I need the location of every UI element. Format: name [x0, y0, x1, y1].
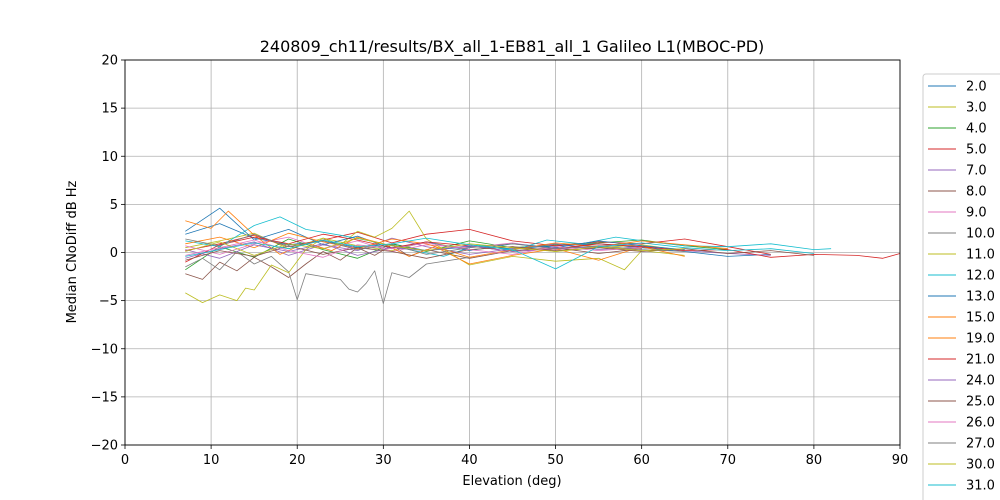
x-tick-label: 50 [547, 453, 564, 468]
y-tick-label: −10 [91, 342, 118, 357]
legend-entry: 7.0 [928, 164, 987, 179]
legend-entry: 2.0 [928, 80, 987, 95]
x-axis-label: Elevation (deg) [462, 474, 561, 489]
legend-label: 15.0 [966, 311, 995, 326]
series-line-31.0 [185, 237, 814, 270]
legend-label: 12.0 [966, 269, 995, 284]
legend-label: 4.0 [966, 122, 987, 137]
legend-entry: 8.0 [928, 185, 987, 200]
legend-entry: 4.0 [928, 122, 987, 137]
legend-entry: 26.0 [928, 416, 995, 431]
x-tick-label: 10 [203, 453, 220, 468]
x-tick-label: 40 [461, 453, 478, 468]
legend-entry: 27.0 [928, 437, 995, 452]
y-tick-label: 0 [110, 246, 118, 261]
x-tick-label: 90 [892, 453, 909, 468]
legend-entry: 13.0 [928, 290, 995, 305]
legend: 2.0 3.0 4.0 5.0 7.0 8.0 9.0 10.0 11.0 12.0 13.0 15.… [922, 73, 1000, 500]
chart-title: 240809_ch11/results/BX_all_1-EB81_all_1 … [260, 37, 765, 57]
grid [124, 59, 901, 446]
y-tick-label: −20 [91, 439, 118, 454]
legend-label: 9.0 [966, 206, 987, 221]
legend-label: 10.0 [966, 227, 995, 242]
series-line-30.0 [185, 237, 685, 256]
legend-label: 5.0 [966, 143, 987, 158]
legend-entry: 11.0 [928, 248, 995, 263]
legend-entry: 10.0 [928, 227, 995, 242]
legend-entry: 31.0 [928, 479, 995, 494]
y-tick-label: 10 [101, 150, 118, 165]
legend-label: 2.0 [966, 80, 987, 95]
x-tick-label: 80 [806, 453, 823, 468]
series-line-10.0 [185, 251, 470, 304]
legend-label: 27.0 [966, 437, 995, 452]
axis-ticks: 0 10 20 30 40 50 60 70 80 90 −20 −15 −10 −5 0 5 10 15 20 [91, 54, 909, 469]
y-tick-label: −5 [99, 294, 118, 309]
legend-label: 7.0 [966, 164, 987, 179]
legend-entry: 15.0 [928, 311, 995, 326]
series-line-5.0 [185, 228, 771, 255]
legend-entry: 9.0 [928, 206, 987, 221]
series-layer [185, 207, 901, 304]
legend-label: 30.0 [966, 458, 995, 473]
y-tick-label: 20 [101, 54, 118, 69]
x-tick-label: 30 [375, 453, 392, 468]
legend-label: 8.0 [966, 185, 987, 200]
y-tick-label: 5 [110, 198, 118, 213]
legend-label: 25.0 [966, 395, 995, 410]
series-line-11.0 [185, 210, 685, 304]
legend-entry: 25.0 [928, 395, 995, 410]
legend-label: 3.0 [966, 101, 987, 116]
series-line-19.0 [185, 232, 728, 258]
legend-entry: 3.0 [928, 101, 987, 116]
x-tick-label: 0 [121, 453, 129, 468]
x-tick-label: 20 [289, 453, 306, 468]
legend-entry: 24.0 [928, 374, 995, 389]
legend-entry: 19.0 [928, 332, 995, 347]
legend-entry: 12.0 [928, 269, 995, 284]
series-line-8.0 [185, 244, 642, 280]
legend-label: 11.0 [966, 248, 995, 263]
legend-label: 21.0 [966, 353, 995, 368]
legend-label: 26.0 [966, 416, 995, 431]
y-tick-label: −15 [91, 390, 118, 405]
y-tick-label: 15 [101, 102, 118, 117]
legend-box [922, 73, 1000, 500]
x-tick-label: 70 [720, 453, 737, 468]
x-tick-label: 60 [633, 453, 650, 468]
legend-label: 13.0 [966, 290, 995, 305]
series-line-27.0 [185, 233, 685, 255]
legend-label: 31.0 [966, 479, 995, 494]
legend-entry: 5.0 [928, 143, 987, 158]
legend-entry: 30.0 [928, 458, 995, 473]
legend-entry: 21.0 [928, 353, 995, 368]
y-axis-label: Median CNoDiff dB Hz [65, 180, 80, 323]
series-line-26.0 [185, 239, 642, 258]
legend-label: 24.0 [966, 374, 995, 389]
legend-label: 19.0 [966, 332, 995, 347]
